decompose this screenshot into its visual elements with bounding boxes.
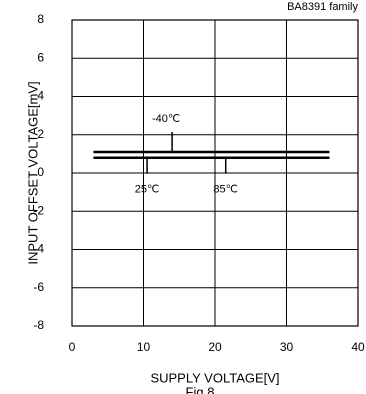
annotation: -40℃ [152, 113, 180, 125]
annotation: 25℃ [135, 184, 160, 196]
y-tick-label: -2 [33, 203, 44, 217]
y-tick-label: 6 [37, 50, 44, 64]
y-tick-label: -6 [33, 280, 44, 294]
x-tick-label: 30 [280, 340, 294, 354]
chart-title: Fig.8 [186, 384, 215, 394]
x-tick-label: 10 [137, 340, 151, 354]
y-tick-label: -8 [33, 318, 44, 332]
annotation: 85℃ [213, 184, 238, 196]
y-tick-label: 8 [37, 12, 44, 26]
x-tick-label: 40 [351, 340, 365, 354]
y-tick-label: 4 [37, 89, 44, 103]
y-tick-label: 0 [37, 165, 44, 179]
y-tick-label: -4 [33, 242, 44, 256]
x-tick-label: 0 [69, 340, 76, 354]
y-axis-label: INPUT OFFSET VOLTAGE[mV] [25, 81, 40, 264]
y-tick-label: 2 [37, 127, 44, 141]
x-tick-label: 20 [208, 340, 222, 354]
x-axis-label: SUPPLY VOLTAGE[V] [150, 370, 279, 385]
plot-frame [71, 19, 359, 327]
chart-subtitle: BA8391 family [287, 1, 358, 13]
